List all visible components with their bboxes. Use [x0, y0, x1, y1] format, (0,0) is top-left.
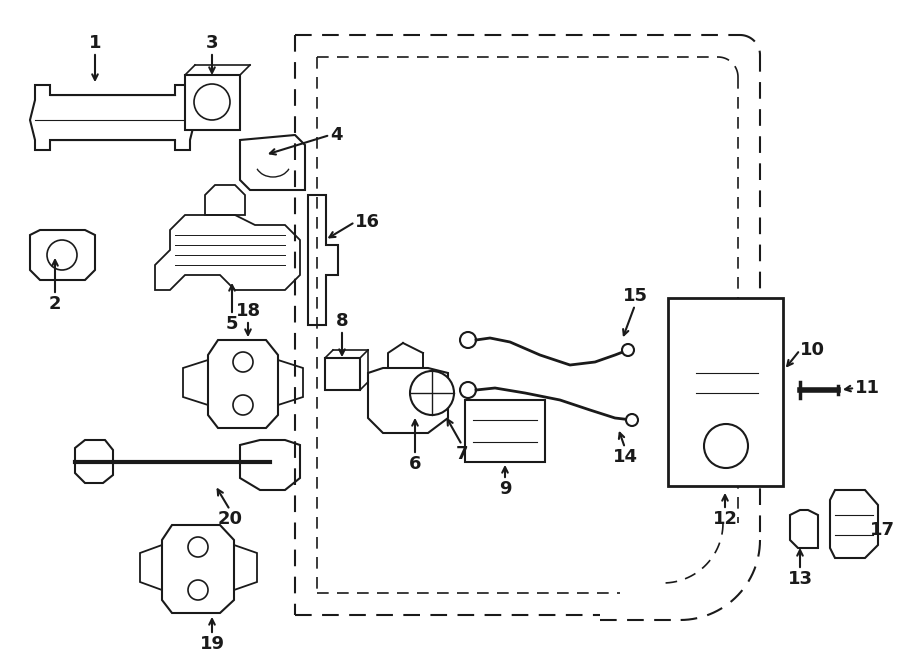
Text: 10: 10	[800, 341, 825, 359]
Bar	[668, 298, 783, 486]
Bar	[465, 400, 545, 462]
Circle shape	[460, 332, 476, 348]
Bar	[325, 358, 360, 390]
Text: 15: 15	[623, 287, 647, 305]
Circle shape	[460, 382, 476, 398]
Text: 3: 3	[206, 34, 218, 52]
Text: 11: 11	[855, 379, 880, 397]
Circle shape	[410, 371, 454, 415]
Text: 6: 6	[409, 455, 421, 473]
Text: 4: 4	[330, 126, 343, 144]
Text: 13: 13	[788, 570, 813, 588]
Text: 18: 18	[236, 302, 261, 320]
Bar	[185, 75, 240, 130]
Text: 8: 8	[336, 312, 348, 330]
Text: 2: 2	[49, 295, 61, 313]
Text: 20: 20	[218, 510, 242, 528]
Text: 7: 7	[455, 445, 468, 463]
Circle shape	[622, 344, 634, 356]
Text: 16: 16	[355, 213, 380, 231]
Circle shape	[626, 414, 638, 426]
Text: 19: 19	[200, 635, 224, 653]
Text: 17: 17	[870, 521, 895, 539]
Text: 14: 14	[613, 448, 637, 466]
Text: 1: 1	[89, 34, 101, 52]
Text: 12: 12	[713, 510, 737, 528]
Text: 9: 9	[499, 480, 511, 498]
Text: 5: 5	[226, 315, 239, 333]
